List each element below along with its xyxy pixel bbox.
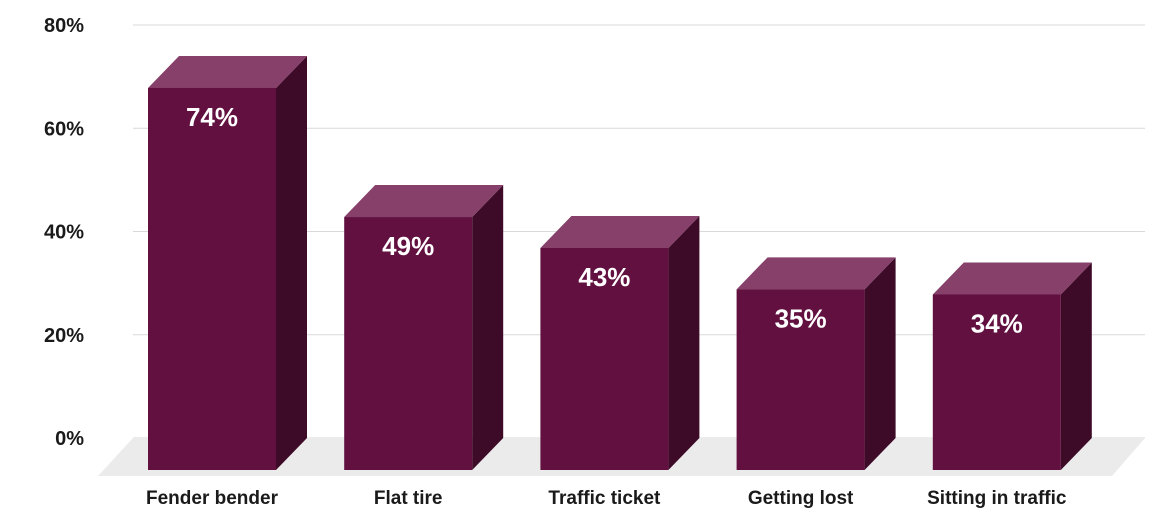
bar: 49%	[344, 185, 504, 470]
x-tick-label: Fender bender	[146, 488, 279, 509]
bar: 35%	[736, 257, 896, 470]
bar-side	[276, 55, 307, 470]
bar-side	[668, 216, 700, 470]
bar-side	[472, 185, 504, 470]
bar-front	[540, 248, 669, 470]
y-tick-label: 0%	[55, 428, 84, 450]
bar-front	[932, 294, 1061, 470]
bar-front	[148, 87, 276, 470]
data-label: 49%	[382, 231, 434, 261]
y-tick-label: 40%	[44, 222, 84, 244]
bars: 74% 49% 43% 35% 34%	[148, 55, 1092, 470]
bar: 34%	[932, 262, 1092, 470]
data-label: 34%	[971, 308, 1023, 338]
x-axis: Fender bender Flat tire Traffic ticket Gett…	[146, 488, 1067, 509]
y-tick-label: 60%	[44, 118, 84, 140]
data-label: 43%	[578, 262, 630, 292]
x-tick-label: Traffic ticket	[548, 488, 661, 509]
x-tick-label: Getting lost	[748, 488, 854, 509]
bar-top	[148, 55, 307, 88]
x-tick-label: Sitting in traffic	[927, 488, 1067, 509]
x-tick-label: Flat tire	[374, 488, 443, 509]
bar: 43%	[540, 216, 700, 470]
data-label: 35%	[775, 303, 827, 333]
bar: 74%	[148, 55, 307, 470]
bar-top	[344, 185, 504, 218]
data-label: 74%	[186, 102, 238, 132]
bar-side	[1060, 262, 1092, 470]
bar-top	[736, 257, 896, 290]
bar-top	[540, 216, 700, 249]
bar-side	[864, 257, 896, 470]
bar-front	[344, 217, 473, 470]
y-tick-label: 80%	[44, 15, 84, 37]
bar-top	[932, 262, 1092, 295]
y-axis: 0% 20% 40% 60% 80%	[44, 15, 84, 450]
y-tick-label: 20%	[44, 325, 84, 347]
bar-front	[736, 289, 865, 470]
